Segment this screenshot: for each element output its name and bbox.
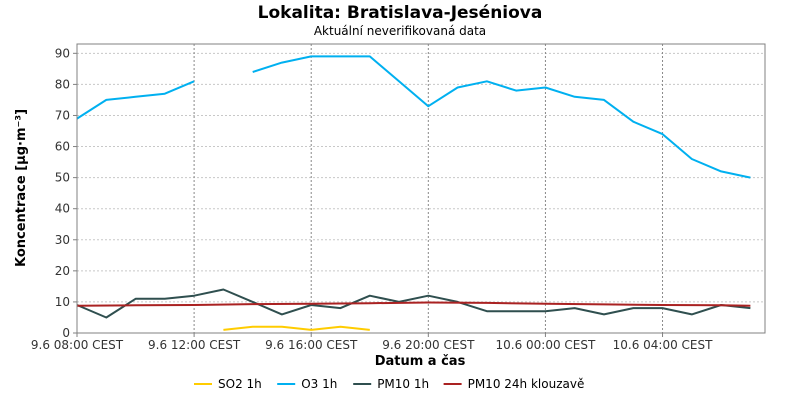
x-tick-label: 9.6 12:00 CEST xyxy=(148,338,241,352)
x-axis-label: Datum a čas xyxy=(375,354,466,369)
plot-background xyxy=(77,44,765,333)
y-tick-label: 10 xyxy=(55,295,70,309)
legend-label-pm10-24h-klouzav: PM10 24h klouzavě xyxy=(468,377,585,391)
y-tick-label: 0 xyxy=(62,326,70,340)
series-lines xyxy=(76,55,751,331)
x-tick-label: 9.6 08:00 CEST xyxy=(31,338,124,352)
plot-area xyxy=(77,44,765,333)
grid-lines xyxy=(76,44,765,333)
series-line-so2-1h xyxy=(223,325,370,331)
legend-label-o3-1h: O3 1h xyxy=(301,377,337,391)
y-tick-label: 50 xyxy=(55,171,70,185)
series-line-pm10-24h-klouzav xyxy=(76,301,751,307)
chart-subtitle: Aktuální neverifikovaná data xyxy=(314,24,486,38)
axes xyxy=(76,43,766,334)
y-tick-label: 70 xyxy=(55,108,70,122)
x-tick-label: 9.6 20:00 CEST xyxy=(382,338,475,352)
y-tick-label: 30 xyxy=(55,233,70,247)
legend-label-pm10-1h: PM10 1h xyxy=(377,377,429,391)
legend: SO2 1h O3 1h PM10 1h PM10 24h klouzavě xyxy=(194,377,584,391)
series-line-pm10-1h xyxy=(76,288,751,319)
y-tick-label: 80 xyxy=(55,77,70,91)
x-tick-label: 10.6 00:00 CEST xyxy=(496,338,597,352)
plot-border xyxy=(76,43,766,334)
legend-label-so2-1h: SO2 1h xyxy=(218,377,262,391)
y-tick-label: 40 xyxy=(55,202,70,216)
x-tick-label: 10.6 04:00 CEST xyxy=(613,338,714,352)
series-line-o3-1h xyxy=(76,80,195,120)
y-tick-label: 90 xyxy=(55,46,70,60)
series-line-o3-1h xyxy=(252,55,751,179)
y-tick-label: 60 xyxy=(55,140,70,154)
y-tick-label: 20 xyxy=(55,264,70,278)
x-tick-labels: 9.6 08:00 CEST 9.6 12:00 CEST 9.6 16:00 CE… xyxy=(31,333,713,352)
y-axis-label: Koncentrace [µg·m⁻³] xyxy=(14,109,29,267)
y-tick-labels: 0 10 20 30 40 50 60 70 80 90 xyxy=(55,46,77,340)
chart-title: Lokalita: Bratislava-Jeséniova xyxy=(258,3,543,23)
x-tick-label: 9.6 16:00 CEST xyxy=(265,338,358,352)
